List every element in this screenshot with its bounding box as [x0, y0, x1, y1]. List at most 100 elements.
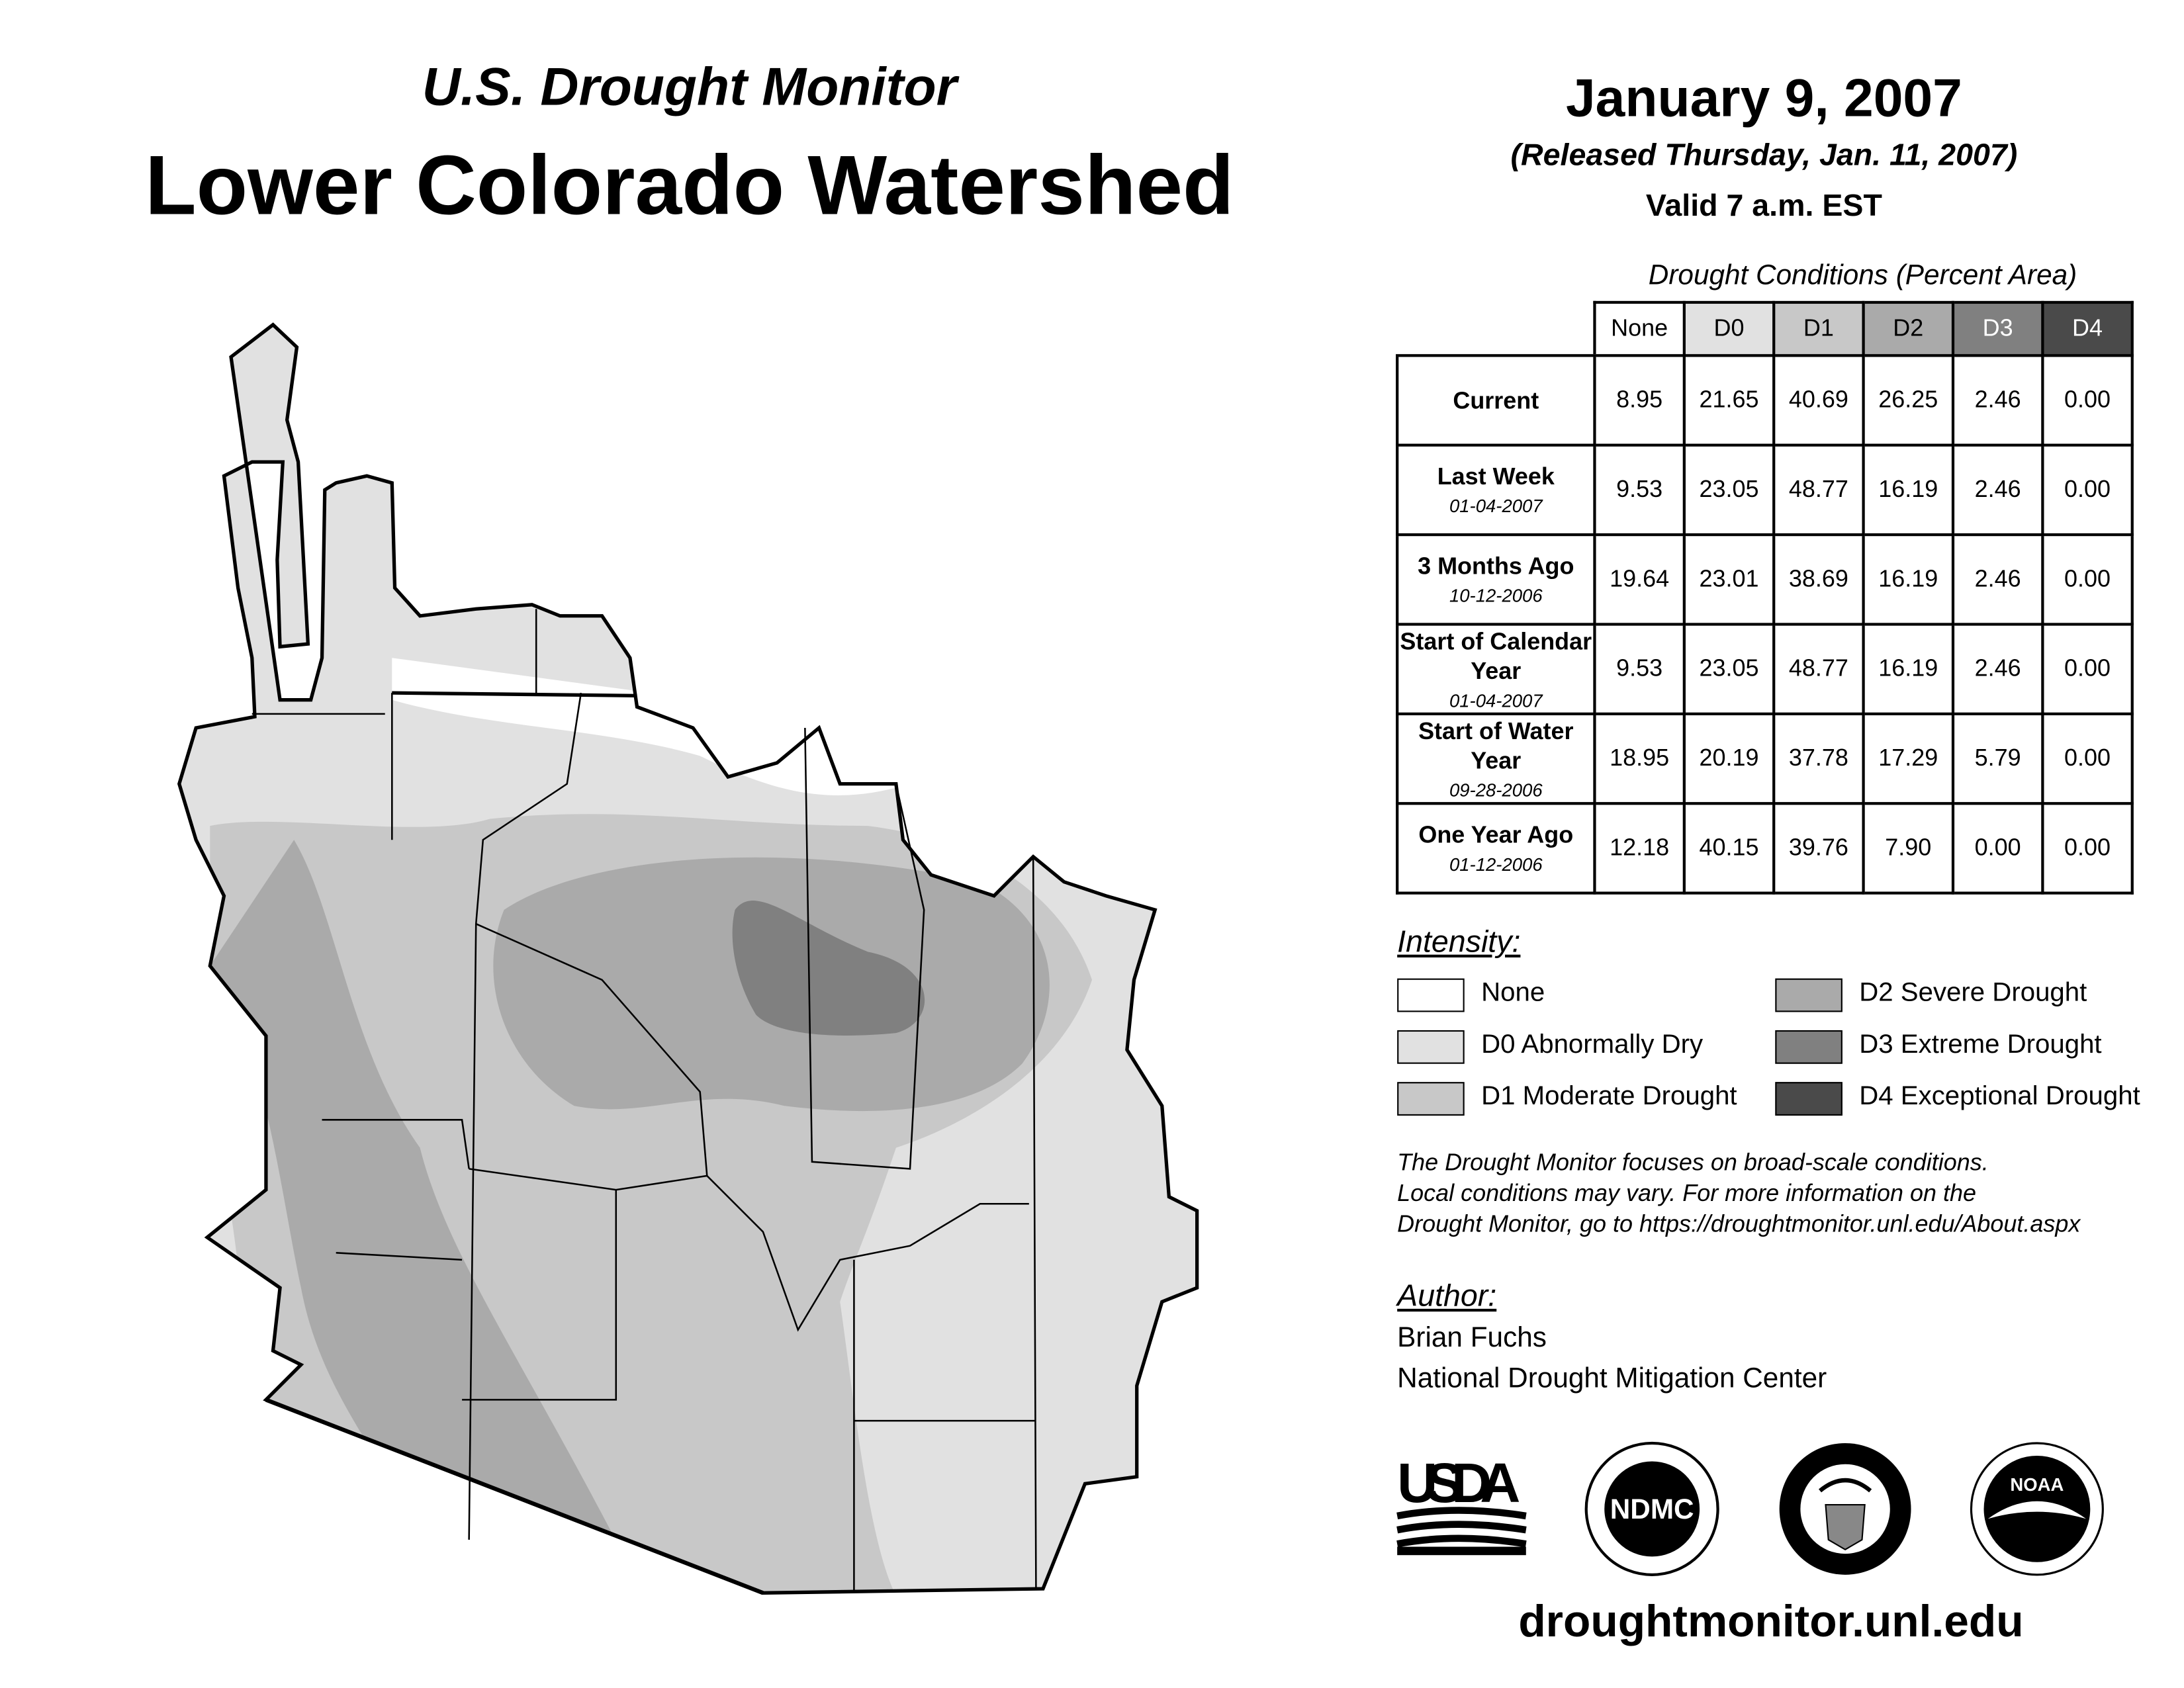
table-row: Start of Calendar Year 01-04-2007 9.53 23.0… — [1396, 623, 2134, 715]
note-line: Drought Monitor, go to https://droughtmo… — [1397, 1210, 2081, 1238]
table-cell: 48.77 — [1772, 623, 1865, 715]
legend-label: D1 Moderate Drought — [1481, 1082, 1737, 1112]
svg-text:USDA: USDA — [1397, 1451, 1520, 1514]
author-title: Author: — [1397, 1278, 1497, 1313]
legend-swatch — [1775, 1082, 1843, 1116]
table-cell: 37.78 — [1772, 712, 1865, 805]
table-cell: 0.00 — [2041, 712, 2134, 805]
svg-text:NDMC: NDMC — [1610, 1493, 1694, 1525]
map-subtitle: U.S. Drought Monitor — [422, 58, 957, 118]
table-cell: 40.15 — [1682, 802, 1776, 895]
row-date: 10-12-2006 — [1449, 585, 1543, 606]
table-cell: 21.65 — [1682, 354, 1776, 447]
website-url[interactable]: droughtmonitor.unl.edu — [1518, 1595, 2024, 1646]
row-date: 01-12-2006 — [1449, 854, 1543, 875]
d2-area-west — [210, 840, 645, 1593]
table-cell: 8.95 — [1593, 354, 1686, 447]
table-row: One Year Ago 01-12-2006 12.18 40.15 39.76 7.9… — [1396, 802, 2134, 895]
col-d4: D4 — [2041, 300, 2134, 357]
table-cell: 16.19 — [1862, 623, 1955, 715]
table-cell: 26.25 — [1862, 354, 1955, 447]
row-label: Current — [1396, 354, 1596, 447]
row-label: 3 Months Ago 10-12-2006 — [1396, 533, 1596, 626]
release-date: (Released Thursday, Jan. 11, 2007) — [1510, 137, 2018, 173]
table-row: Current 8.95 21.65 40.69 26.25 2.46 0.00 — [1396, 354, 2134, 447]
map-date: January 9, 2007 — [1565, 69, 1962, 129]
intensity-title: Intensity: — [1397, 924, 1521, 959]
table-cell: 23.05 — [1682, 443, 1776, 537]
legend-label: D3 Extreme Drought — [1859, 1030, 2102, 1060]
ndmc-logo: NDMC — [1584, 1441, 1719, 1576]
legend-label: None — [1481, 978, 1545, 1008]
row-label-text: Current — [1453, 386, 1539, 414]
table-cell: 39.76 — [1772, 802, 1865, 895]
table-cell: 23.05 — [1682, 623, 1776, 715]
table-cell: 7.90 — [1862, 802, 1955, 895]
col-none: None — [1593, 300, 1686, 357]
table-header-row: None D0 D1 D2 D3 D4 — [1397, 300, 2134, 357]
row-label-text: One Year Ago — [1418, 821, 1574, 848]
table-cell: 2.46 — [1951, 533, 2044, 626]
usda-logo: USDA — [1396, 1451, 1527, 1556]
table-cell: 9.53 — [1593, 443, 1686, 537]
table-cell: 0.00 — [2041, 623, 2134, 715]
table-cell: 2.46 — [1951, 623, 2044, 715]
table-cell: 19.64 — [1593, 533, 1686, 626]
table-row: Start of Water Year 09-28-2006 18.95 20.19 3… — [1396, 712, 2134, 805]
table-caption: Drought Conditions (Percent Area) — [1648, 260, 2077, 292]
table-cell: 16.19 — [1862, 533, 1955, 626]
row-label: One Year Ago 01-12-2006 — [1396, 802, 1596, 895]
table-row: 3 Months Ago 10-12-2006 19.64 23.01 38.69 16.… — [1396, 533, 2134, 626]
table-cell: 5.79 — [1951, 712, 2044, 805]
row-date: 01-04-2007 — [1449, 689, 1543, 711]
row-date: 01-04-2007 — [1449, 495, 1543, 517]
table-cell: 0.00 — [2041, 533, 2134, 626]
row-label-text: 3 Months Ago — [1418, 553, 1574, 580]
legend-swatch — [1775, 978, 1843, 1012]
row-label-text: Last Week — [1437, 463, 1555, 490]
table-cell: 2.46 — [1951, 443, 2044, 537]
col-d2: D2 — [1862, 300, 1955, 357]
table-cell: 0.00 — [2041, 443, 2134, 537]
drought-conditions-table: None D0 D1 D2 D3 D4 Current 8.95 21.65 40.6… — [1396, 300, 2134, 895]
row-label: Start of Calendar Year 01-04-2007 — [1396, 623, 1596, 715]
legend-label: D4 Exceptional Drought — [1859, 1082, 2140, 1112]
legend-label: D2 Severe Drought — [1859, 978, 2087, 1008]
table-cell: 18.95 — [1593, 712, 1686, 805]
author-name: Brian Fuchs — [1397, 1323, 1547, 1354]
map-title: Lower Colorado Watershed — [145, 138, 1234, 233]
col-d0: D0 — [1682, 300, 1776, 357]
table-cell: 0.00 — [1951, 802, 2044, 895]
disclaimer-note: The Drought Monitor focuses on broad-sca… — [1397, 1148, 2080, 1241]
d3-area — [732, 901, 925, 1036]
table-cell: 12.18 — [1593, 802, 1686, 895]
table-cell: 17.29 — [1862, 712, 1955, 805]
row-label-text: Start of Water Year — [1418, 717, 1574, 774]
note-line: Local conditions may vary. For more info… — [1397, 1180, 1976, 1207]
table-cell: 16.19 — [1862, 443, 1955, 537]
row-label: Start of Water Year 09-28-2006 — [1396, 712, 1596, 805]
legend-swatch — [1397, 978, 1465, 1012]
table-cell: 40.69 — [1772, 354, 1865, 447]
commerce-seal-logo — [1779, 1443, 1911, 1575]
table-row: Last Week 01-04-2007 9.53 23.05 48.77 16.19 2.… — [1396, 443, 2134, 537]
table-cell: 23.01 — [1682, 533, 1776, 626]
row-date: 09-28-2006 — [1449, 779, 1543, 800]
legend-swatch — [1397, 1082, 1465, 1116]
author-org: National Drought Mitigation Center — [1397, 1363, 1827, 1394]
col-d1: D1 — [1772, 300, 1865, 357]
table-cell: 9.53 — [1593, 623, 1686, 715]
legend-swatch — [1775, 1030, 1843, 1064]
agency-logos: USDA NDMC NOAA — [1396, 1441, 2104, 1576]
row-label: Last Week 01-04-2007 — [1396, 443, 1596, 537]
table-cell: 0.00 — [2041, 802, 2134, 895]
note-line: The Drought Monitor focuses on broad-sca… — [1397, 1149, 1989, 1176]
valid-time: Valid 7 a.m. EST — [1645, 187, 1882, 223]
watershed-map — [0, 0, 1260, 1595]
svg-text:NOAA: NOAA — [2010, 1474, 2064, 1495]
row-label-text: Start of Calendar Year — [1400, 627, 1592, 684]
table-cell: 48.77 — [1772, 443, 1865, 537]
legend-swatch — [1397, 1030, 1465, 1064]
noaa-logo: NOAA — [1970, 1442, 2104, 1576]
